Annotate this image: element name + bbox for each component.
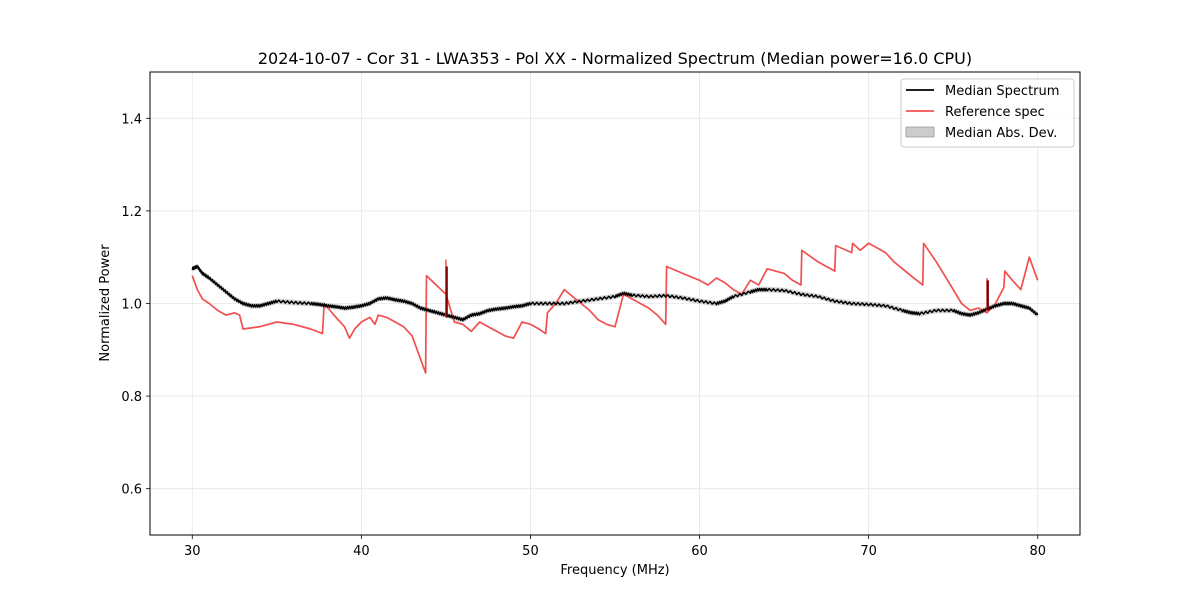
reference-spec-series (191, 242, 1039, 374)
x-axis-label: Frequency (MHz) (560, 563, 669, 578)
legend-mad-label: Median Abs. Dev. (945, 126, 1057, 141)
legend: Median Spectrum Reference spec Median Ab… (900, 78, 1075, 148)
y-axis-ticks: 0.6 0.8 1.0 1.2 1.4 (121, 112, 150, 498)
legend-box (900, 78, 1075, 148)
y-tick-label-3: 1.2 (121, 205, 142, 220)
reference-spec-line (191, 242, 1039, 374)
y-tick-label-1: 0.8 (121, 390, 142, 405)
chart-title: 2024-10-07 - Cor 31 - LWA353 - Pol XX - … (258, 49, 972, 68)
legend-median-label: Median Spectrum (945, 84, 1059, 99)
y-axis-label: Normalized Power (98, 244, 113, 362)
median-spectrum-line (191, 264, 1039, 322)
x-tick-label-2: 50 (522, 544, 539, 559)
y-tick-label-4: 1.4 (121, 112, 142, 127)
median-spectrum-series (191, 264, 1039, 322)
x-tick-label-5: 80 (1029, 544, 1046, 559)
y-tick-label-2: 1.0 (121, 298, 142, 313)
x-axis-ticks: 30 40 50 60 70 80 (184, 535, 1046, 559)
x-tick-label-4: 70 (860, 544, 877, 559)
y-tick-label-0: 0.6 (121, 483, 142, 498)
x-tick-label-0: 30 (184, 544, 201, 559)
legend-reference-label: Reference spec (945, 105, 1045, 120)
x-tick-label-1: 40 (353, 544, 370, 559)
legend-mad-swatch (905, 126, 935, 138)
x-tick-label-3: 60 (691, 544, 708, 559)
spike-marks (445, 259, 989, 318)
